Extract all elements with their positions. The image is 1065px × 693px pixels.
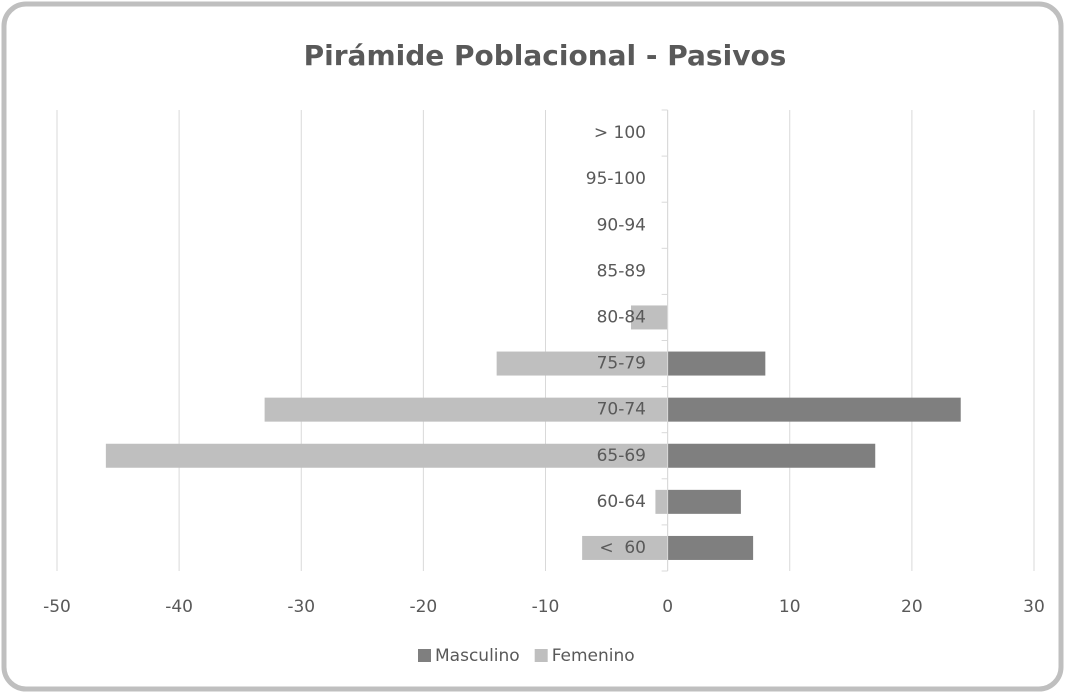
chart-title: Pirámide Poblacional - Pasivos xyxy=(304,39,787,72)
y-tick-label: 95-100 xyxy=(586,169,646,189)
y-tick-label: < 60 xyxy=(599,538,646,558)
x-tick-label: -10 xyxy=(532,597,560,617)
legend-swatch xyxy=(534,649,548,662)
bar xyxy=(667,489,741,514)
bar xyxy=(667,397,961,422)
bar xyxy=(655,489,668,514)
x-tick-label: 10 xyxy=(779,597,801,617)
y-tick-label: 65-69 xyxy=(597,446,646,466)
bar xyxy=(667,535,754,560)
y-tick-label: > 100 xyxy=(594,123,646,143)
y-tick-label: 85-89 xyxy=(597,261,646,281)
y-tick-label: 80-84 xyxy=(597,307,646,327)
y-tick-label: 70-74 xyxy=(597,400,646,420)
y-tick-label: 75-79 xyxy=(597,354,646,374)
y-tick-label: 60-64 xyxy=(597,492,646,512)
bar xyxy=(630,305,668,330)
x-tick-label: 30 xyxy=(1023,597,1045,617)
bar xyxy=(496,351,668,376)
bar xyxy=(105,443,668,468)
x-tick-label: -50 xyxy=(43,597,71,617)
x-tick-label: 0 xyxy=(662,597,673,617)
x-tick-label: -30 xyxy=(287,597,315,617)
y-tick-label: 90-94 xyxy=(597,215,646,235)
legend-swatch xyxy=(418,649,431,662)
bar xyxy=(582,535,668,560)
x-tick-label: -20 xyxy=(409,597,437,617)
legend-label: Masculino xyxy=(435,646,520,666)
legend-label: Femenino xyxy=(552,646,635,666)
x-tick-label: -40 xyxy=(165,597,193,617)
bar xyxy=(264,397,668,422)
bar xyxy=(667,351,766,376)
x-tick-label: 20 xyxy=(901,597,923,617)
bar xyxy=(667,443,876,468)
